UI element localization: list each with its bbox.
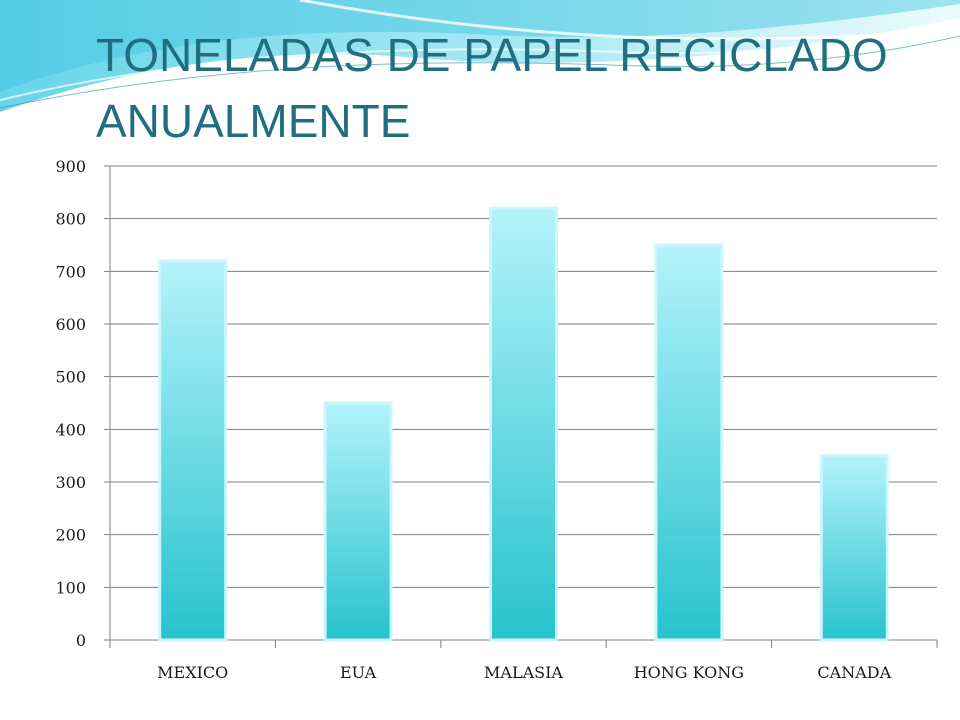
y-tick-label: 300 (55, 473, 86, 492)
bar-malasia (489, 206, 558, 642)
bars (158, 206, 889, 642)
x-category-label: HONG KONG (634, 663, 744, 682)
x-category-label: EUA (340, 663, 377, 682)
y-tick-label: 100 (55, 578, 86, 597)
bar-eua (323, 401, 393, 642)
x-axis: MEXICO EUA MALASIA HONG KONG CANADA (109, 640, 938, 682)
x-category-label: MEXICO (157, 663, 228, 682)
bar-canada (819, 454, 889, 642)
y-tick-label: 200 (55, 526, 86, 545)
bar-hong-kong (654, 243, 724, 642)
y-tick-label: 500 (55, 368, 86, 387)
y-tick-label: 700 (55, 262, 86, 281)
x-category-label: MALASIA (484, 663, 563, 682)
y-tick-label: 900 (55, 157, 86, 176)
y-axis-ticks: 0 100 200 300 400 500 600 700 800 900 (55, 157, 86, 650)
bar-mexico (158, 259, 228, 642)
y-tick-label: 600 (55, 315, 86, 334)
y-tick-label: 0 (76, 631, 86, 650)
y-tick-label: 800 (55, 210, 86, 229)
x-category-label: CANADA (817, 663, 891, 682)
chart-title: TONELADAS DE PAPEL RECICLADO ANUALMENTE (96, 29, 888, 147)
y-tick-label: 400 (55, 420, 86, 439)
